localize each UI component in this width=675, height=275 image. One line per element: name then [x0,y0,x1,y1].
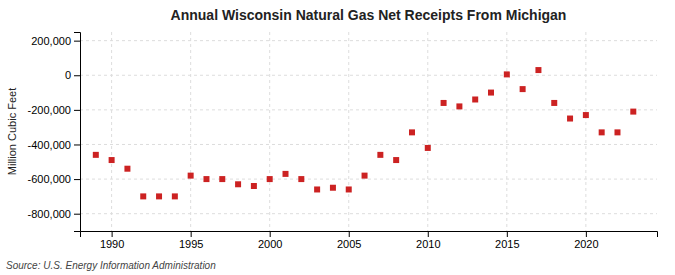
point [630,109,636,115]
tick: 1990 [100,231,124,250]
point [283,171,289,177]
point [456,103,462,109]
point [346,186,352,192]
point [393,157,399,163]
grid-line-x [585,32,586,231]
tick-mark [74,214,80,215]
tick: 1995 [179,231,203,250]
tick: 2005 [337,231,361,250]
tick: -800,000 [28,208,80,220]
chart-svg: 1990 1995 2000 2005 2010 2015 2020 -800,000 -600… [0,0,675,275]
tick-label: -200,000 [28,104,71,116]
grid-line-x [348,32,349,231]
tick: 0 [65,69,80,81]
tick-label: 2005 [337,238,361,250]
point [614,129,620,135]
point [535,67,541,73]
tick-label: -600,000 [28,173,71,185]
grid-line-y [80,109,657,110]
tick-label: 200,000 [31,35,71,47]
y-axis: -800,000 -600,000 -400,000 -200,000 0 200,000 [28,33,81,232]
point [425,145,431,151]
point [203,176,209,182]
grid-line-y [80,144,657,145]
point [124,166,130,172]
tick-mark [112,231,113,237]
point [188,173,194,179]
grid-line-y [80,179,657,180]
point [314,186,320,192]
point [362,173,368,179]
point [520,86,526,92]
tick-mark [74,179,80,180]
tick-mark [507,231,508,237]
tick-mark [74,110,80,111]
point [583,112,589,118]
tick-mark [74,41,80,42]
tick-mark [586,231,587,237]
grid-line-x [427,32,428,231]
tick: 2020 [574,231,598,250]
tick: 200,000 [31,35,80,47]
point [472,96,478,102]
grid-line-y [80,40,657,41]
point [140,193,146,199]
tick-label: 2020 [574,238,598,250]
point [93,152,99,158]
tick-label: -400,000 [28,138,71,150]
tick-mark [74,75,80,76]
grid-line-x [111,32,112,231]
point [298,176,304,182]
point [109,157,115,163]
chart-container: 1990 1995 2000 2005 2010 2015 2020 -800,000 -600… [0,0,675,275]
point [235,181,241,187]
point [567,116,573,122]
point [330,185,336,191]
point [267,176,273,182]
point [251,183,257,189]
point [488,90,494,96]
axis-line [81,232,658,238]
point [441,100,447,106]
grid-line-x [269,32,270,231]
tick-label: 0 [65,69,71,81]
point [409,129,415,135]
tick: 2000 [258,231,282,250]
grid-line-y [80,213,657,214]
point [377,152,383,158]
point [599,129,605,135]
grid-line-x [190,32,191,231]
tick-mark [74,144,80,145]
tick-label: -800,000 [28,208,71,220]
points [93,67,636,199]
tick-mark [191,231,192,237]
tick-label: 2010 [416,238,440,250]
tick-mark [349,231,350,237]
point [172,193,178,199]
point [504,71,510,77]
grid-line-x [506,32,507,231]
axis-line [74,33,81,232]
tick: 2015 [495,231,519,250]
point [219,176,225,182]
annotation: Source: U.S. Energy Information Administ… [6,260,216,271]
tick-label: 2000 [258,238,282,250]
x-axis: 1990 1995 2000 2005 2010 2015 2020 [81,231,658,250]
grid-line-y [80,75,657,76]
point [156,193,162,199]
tick-mark [428,231,429,237]
tick-label: 2015 [495,238,519,250]
tick: -200,000 [28,104,80,116]
tick: -600,000 [28,173,80,185]
tick-label: 1995 [179,238,203,250]
tick-mark [270,231,271,237]
tick-label: 1990 [100,238,124,250]
grid [80,32,657,231]
title: Annual Wisconsin Natural Gas Net Receipt… [171,7,567,23]
y-axis-title: Million Cubic Feet [6,88,18,175]
point [551,100,557,106]
tick: -400,000 [28,138,80,150]
tick: 2010 [416,231,440,250]
